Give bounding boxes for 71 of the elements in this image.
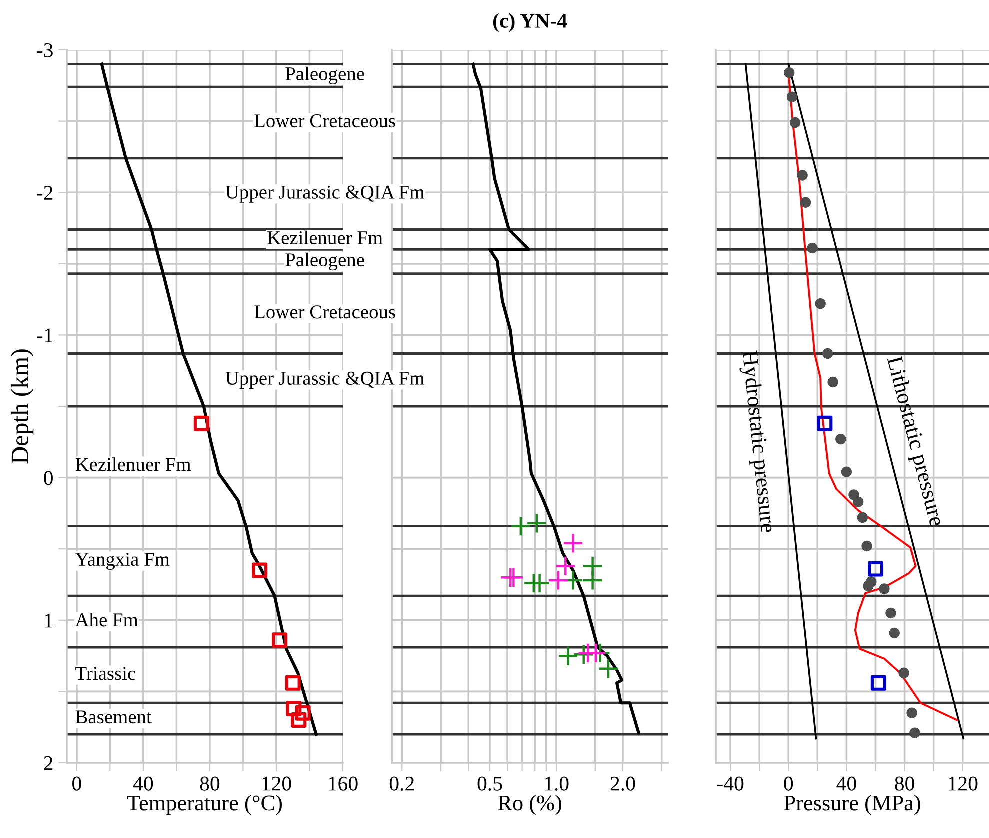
point	[886, 608, 896, 619]
point	[906, 708, 918, 718]
point	[815, 298, 826, 310]
point	[817, 416, 833, 432]
point	[828, 376, 838, 388]
x-tick-label: -40	[717, 776, 744, 791]
annotation: Basement	[76, 710, 152, 724]
x-tick-label: 80	[895, 776, 914, 791]
point	[790, 117, 801, 128]
x-tick-label: 40	[836, 776, 856, 791]
annotation: Upper Jurassic &QIA Fm	[226, 372, 424, 389]
annotation: Triassic	[76, 667, 136, 680]
x-tick-label: 80	[200, 776, 220, 791]
point	[822, 348, 834, 360]
point	[879, 584, 890, 594]
point	[910, 728, 920, 738]
x-tick-label: 0.5	[478, 776, 502, 791]
annotation: Lower Cretaceous	[254, 114, 396, 128]
annotation: Lower Cretaceous	[254, 306, 396, 319]
point	[868, 561, 884, 577]
annotation: Yangxia Fm	[75, 552, 170, 570]
y-tick-label: -3	[37, 43, 53, 58]
point	[841, 466, 852, 478]
point	[272, 632, 288, 648]
point	[807, 242, 818, 254]
point	[295, 705, 311, 721]
y-tick-label: -2	[37, 186, 53, 200]
y-tick-label: 1	[45, 614, 53, 628]
point	[898, 668, 910, 679]
text: Lithostatic pressure	[882, 356, 946, 528]
x-tick-label: 160	[329, 776, 358, 791]
annotation: Upper Jurassic &QIA Fm	[226, 186, 424, 203]
point	[889, 628, 900, 639]
chart-title: (c) YN-4	[493, 13, 568, 32]
y-axis-title: Depth (km)	[10, 350, 34, 464]
point	[797, 170, 808, 181]
text: Hydrostatic pressure	[738, 350, 777, 534]
x-tick-label: 2.0	[610, 776, 636, 791]
point	[863, 580, 874, 592]
annotation: Paleogene	[286, 66, 364, 85]
y-tick-label: 0	[44, 471, 53, 486]
y-tick-label: 2	[44, 756, 53, 770]
point	[784, 67, 795, 78]
x-axis-title: Temperature (°C)	[127, 795, 282, 816]
x-axis-title: Ro (%)	[498, 795, 562, 816]
annotation: Ahe Fm	[75, 613, 138, 627]
x-tick-label: 120	[262, 776, 292, 791]
x-tick-label: 40	[133, 776, 154, 791]
x-tick-label: 120	[949, 776, 978, 791]
point	[252, 562, 268, 578]
annotation: Kezilenuer Fm	[268, 230, 383, 245]
point	[194, 416, 210, 432]
point	[862, 540, 872, 552]
point	[852, 496, 864, 508]
x-tick-label: 0.2	[390, 776, 414, 791]
annotation: Kezilenuer Fm	[76, 458, 192, 472]
x-tick-label: 0	[72, 776, 82, 791]
point	[286, 701, 302, 717]
x-tick-label: 1.0	[545, 776, 569, 791]
annotation: Paleogene	[286, 252, 364, 271]
point	[857, 512, 868, 524]
x-axis-title: Pressure (MPa)	[784, 795, 920, 816]
point	[786, 92, 798, 102]
point	[800, 197, 812, 208]
point	[285, 675, 301, 691]
x-tick-label: 0	[784, 776, 794, 791]
point	[291, 712, 307, 728]
point	[848, 490, 860, 500]
y-tick-label: -1	[37, 328, 53, 342]
point	[836, 434, 846, 445]
point	[870, 675, 886, 691]
